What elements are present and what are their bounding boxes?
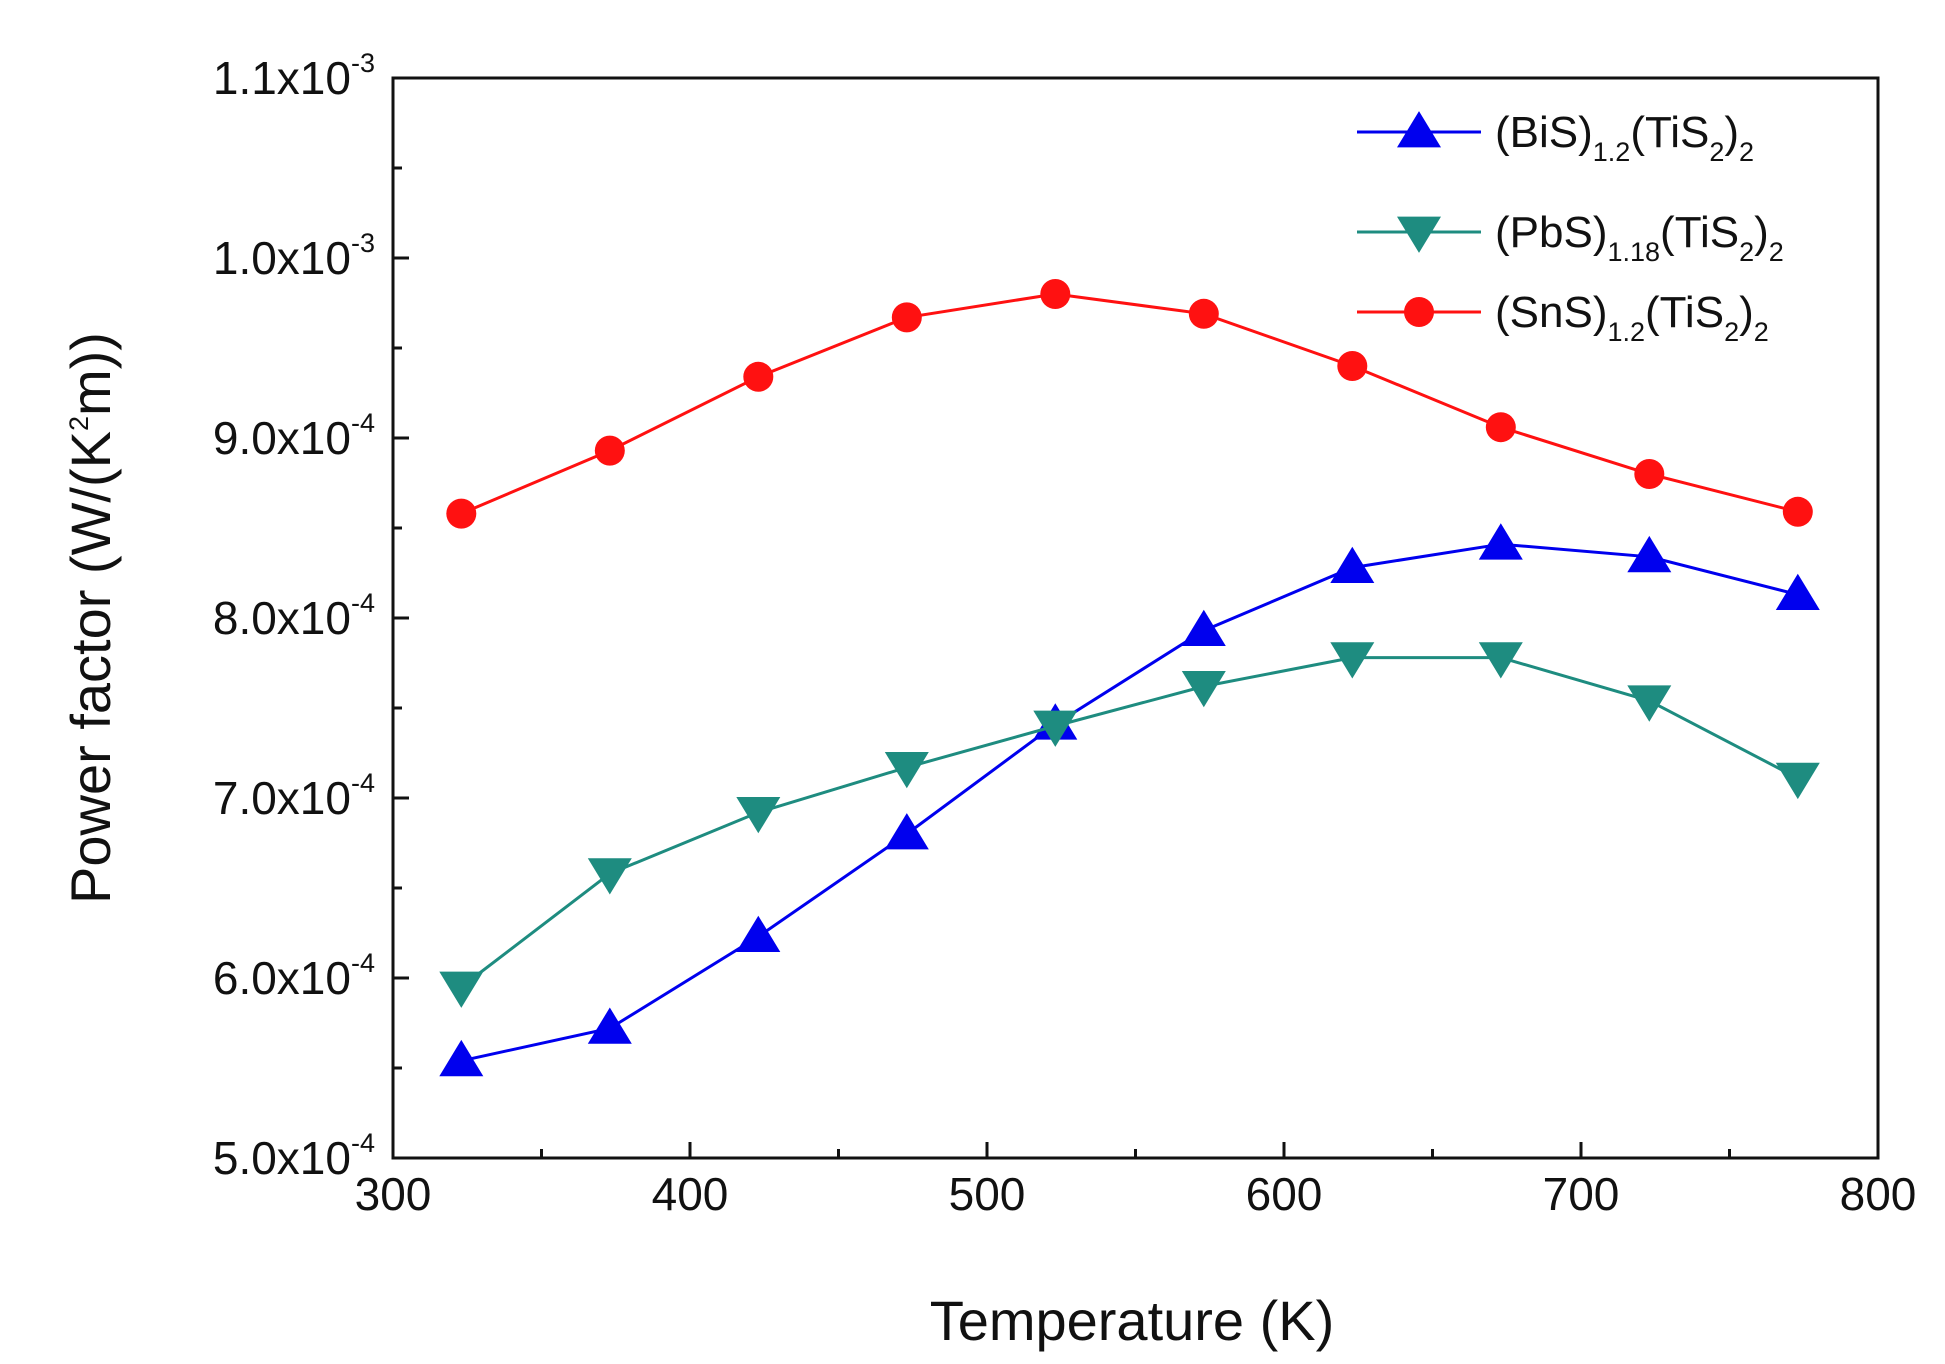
data-point <box>1782 496 1813 527</box>
data-point <box>1634 459 1665 489</box>
legend-item: (PbS)1.18(TiS2)2 <box>1357 208 1784 267</box>
x-axis-title: Temperature (K) <box>930 1289 1335 1352</box>
legend-item: (BiS)1.2(TiS2)2 <box>1357 108 1754 167</box>
series-2 <box>439 642 1820 1008</box>
series-3 <box>446 279 1813 529</box>
x-tick-label: 500 <box>949 1168 1026 1220</box>
data-point <box>587 1007 632 1044</box>
series-layer <box>439 279 1820 1077</box>
y-tick-label: 5.0x10-4 <box>213 1128 375 1184</box>
legend: (BiS)1.2(TiS2)2 (PbS)1.18(TiS2)2 (SnS)1.2(… <box>1357 108 1784 347</box>
data-point <box>1181 609 1226 646</box>
y-axis-title-exponent: 2 <box>64 416 94 431</box>
y-axis-title: Power factor (W/(K2m)) <box>59 332 122 904</box>
y-axis: 5.0x10-4 6.0x10-4 7.0x10-4 8.0x10-4 9.0x10-4… <box>213 48 409 1184</box>
legend-marker <box>1397 111 1441 148</box>
data-point <box>884 813 929 850</box>
data-point <box>736 797 781 834</box>
data-point <box>891 302 922 333</box>
data-point <box>1775 762 1820 800</box>
series-line <box>460 292 1799 515</box>
data-point <box>1337 351 1368 381</box>
data-point <box>1775 573 1820 610</box>
data-point <box>446 498 477 529</box>
series-line <box>460 542 1799 1063</box>
x-axis: 300 400 500 600 700 800 <box>355 1142 1917 1220</box>
data-point <box>1478 642 1523 679</box>
x-tick-label: 600 <box>1246 1168 1323 1220</box>
y-tick-label: 9.0x10-4 <box>213 408 375 464</box>
x-tick-label: 700 <box>1543 1168 1620 1220</box>
data-point <box>1627 535 1672 573</box>
data-point <box>1330 546 1375 583</box>
data-point <box>594 435 625 466</box>
data-point <box>439 971 484 1008</box>
data-point <box>1485 412 1516 443</box>
legend-label: (SnS)1.2(TiS2)2 <box>1495 288 1769 347</box>
legend-item: (SnS)1.2(TiS2)2 <box>1357 288 1769 347</box>
data-point <box>587 858 632 895</box>
series-line <box>460 656 1799 989</box>
x-tick-label: 400 <box>652 1168 729 1220</box>
y-axis-title-tail: m)) <box>59 332 122 416</box>
data-point <box>1330 642 1375 679</box>
data-point <box>736 915 781 952</box>
data-point <box>439 1039 484 1077</box>
x-tick-label: 800 <box>1840 1168 1917 1220</box>
data-point <box>1033 710 1078 747</box>
data-point <box>1040 279 1071 309</box>
data-point <box>1627 685 1672 722</box>
x-tick-label: 300 <box>355 1168 432 1220</box>
legend-marker <box>1397 216 1441 253</box>
y-tick-label: 7.0x10-4 <box>213 768 375 824</box>
data-point <box>1181 671 1226 708</box>
y-axis-title-text: Power factor (W/(K <box>59 431 122 904</box>
data-point <box>884 752 929 789</box>
legend-label: (PbS)1.18(TiS2)2 <box>1495 208 1784 267</box>
y-tick-label: 1.1x10-3 <box>213 48 375 104</box>
data-point <box>1478 523 1523 560</box>
y-tick-label: 1.0x10-3 <box>213 228 375 284</box>
series-1 <box>439 523 1820 1077</box>
legend-label: (BiS)1.2(TiS2)2 <box>1495 108 1754 167</box>
y-tick-label: 6.0x10-4 <box>213 948 375 1004</box>
data-point <box>1188 298 1219 329</box>
data-point <box>743 361 774 392</box>
legend-marker <box>1404 297 1434 327</box>
y-tick-label: 8.0x10-4 <box>213 588 375 644</box>
